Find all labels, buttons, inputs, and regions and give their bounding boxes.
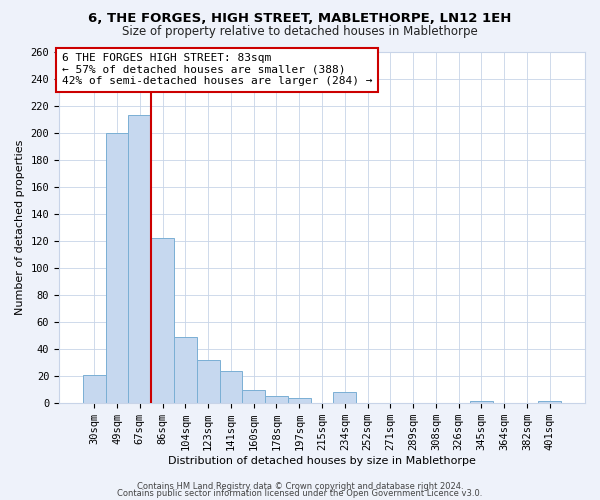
Bar bbox=[83, 375, 106, 403]
Bar bbox=[265, 396, 288, 403]
Bar bbox=[334, 392, 356, 403]
Bar bbox=[128, 115, 151, 403]
Bar bbox=[151, 238, 174, 403]
Text: 6, THE FORGES, HIGH STREET, MABLETHORPE, LN12 1EH: 6, THE FORGES, HIGH STREET, MABLETHORPE,… bbox=[88, 12, 512, 26]
Text: Contains HM Land Registry data © Crown copyright and database right 2024.: Contains HM Land Registry data © Crown c… bbox=[137, 482, 463, 491]
Bar bbox=[197, 360, 220, 403]
Bar bbox=[288, 398, 311, 403]
Text: 6 THE FORGES HIGH STREET: 83sqm
← 57% of detached houses are smaller (388)
42% o: 6 THE FORGES HIGH STREET: 83sqm ← 57% of… bbox=[62, 54, 372, 86]
Bar bbox=[538, 400, 561, 403]
Bar bbox=[174, 337, 197, 403]
Bar bbox=[242, 390, 265, 403]
Bar bbox=[470, 400, 493, 403]
X-axis label: Distribution of detached houses by size in Mablethorpe: Distribution of detached houses by size … bbox=[168, 456, 476, 466]
Y-axis label: Number of detached properties: Number of detached properties bbox=[15, 140, 25, 315]
Bar bbox=[106, 132, 128, 403]
Bar bbox=[220, 371, 242, 403]
Text: Contains public sector information licensed under the Open Government Licence v3: Contains public sector information licen… bbox=[118, 489, 482, 498]
Text: Size of property relative to detached houses in Mablethorpe: Size of property relative to detached ho… bbox=[122, 25, 478, 38]
